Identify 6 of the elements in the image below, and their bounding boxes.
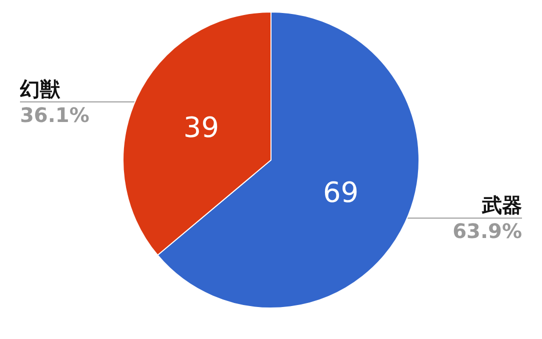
data-label: 69	[322, 176, 359, 210]
slice-label: 武器	[481, 193, 522, 218]
slice-label: 幻獣	[19, 76, 61, 101]
data-label: 39	[183, 110, 220, 144]
text: 63.9%	[452, 219, 522, 244]
text: 36.1%	[20, 102, 90, 127]
